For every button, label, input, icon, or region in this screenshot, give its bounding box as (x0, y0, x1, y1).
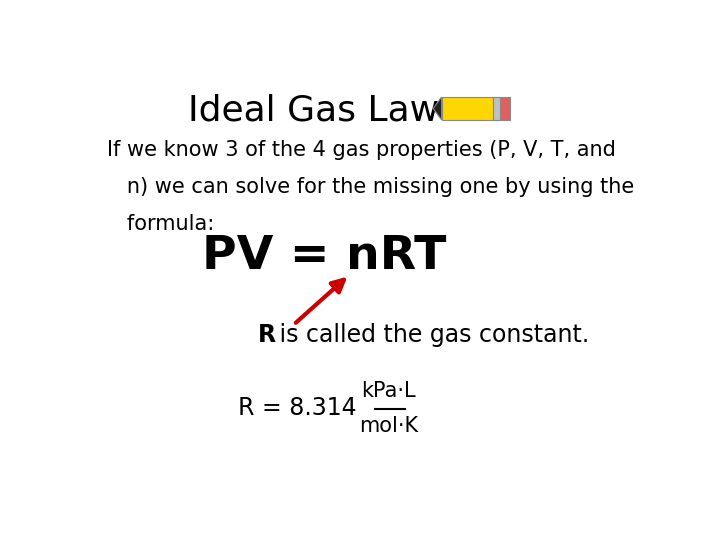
FancyBboxPatch shape (493, 97, 500, 120)
Text: kPa·L: kPa·L (361, 381, 416, 401)
Text: n) we can solve for the missing one by using the: n) we can solve for the missing one by u… (107, 177, 634, 197)
Text: formula:: formula: (107, 214, 214, 234)
Text: R: R (258, 323, 276, 347)
Text: Ideal Gas Law: Ideal Gas Law (188, 94, 438, 128)
Text: R = 8.314: R = 8.314 (238, 396, 356, 420)
Text: If we know 3 of the 4 gas properties (P, V, T, and: If we know 3 of the 4 gas properties (P,… (107, 140, 616, 160)
FancyBboxPatch shape (441, 97, 498, 120)
Text: PV = nRT: PV = nRT (202, 234, 446, 279)
Text: mol·K: mol·K (359, 416, 418, 436)
FancyBboxPatch shape (498, 97, 510, 120)
Text: is called the gas constant.: is called the gas constant. (272, 323, 589, 347)
Polygon shape (433, 97, 441, 120)
